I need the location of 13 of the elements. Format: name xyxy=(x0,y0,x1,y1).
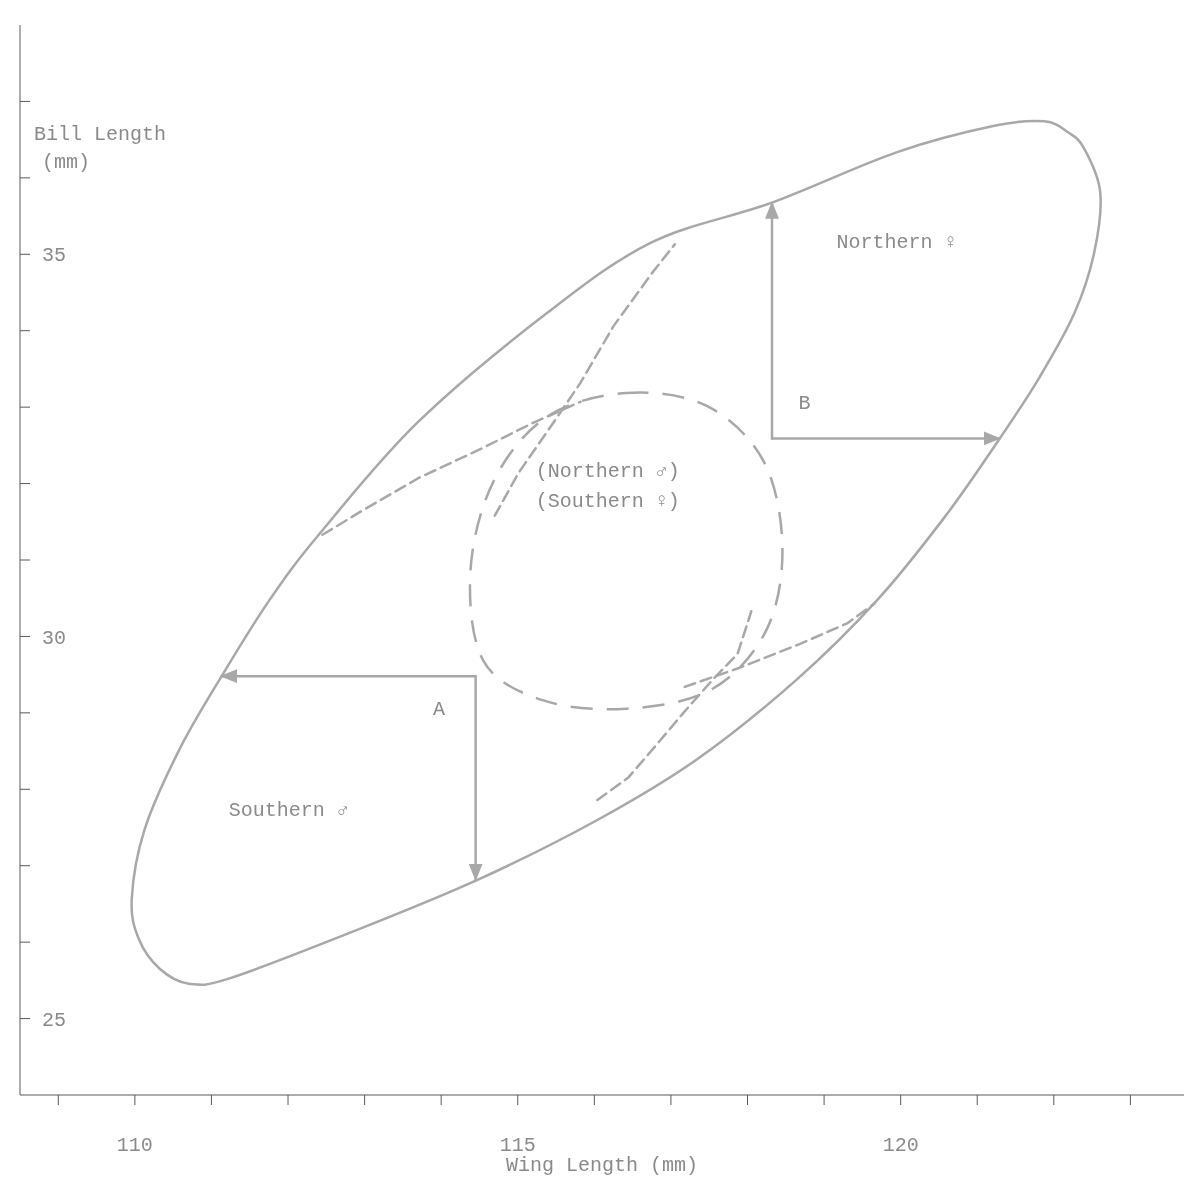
x-axis-title: Wing Length (mm) xyxy=(505,1154,699,1177)
annotation: (Southern ♀) xyxy=(535,489,680,513)
annotation: (Northern ♂) xyxy=(535,459,680,483)
y-axis-title: Bill Length (mm) xyxy=(34,123,167,174)
annotation: B xyxy=(798,392,811,416)
y-tick-label: 35 xyxy=(42,244,67,268)
x-tick-label: 120 xyxy=(882,1134,919,1158)
annotation: Southern ♂ xyxy=(228,798,349,822)
annotation: A xyxy=(433,698,446,722)
x-tick-label: 110 xyxy=(116,1134,153,1158)
y-tick-label: 30 xyxy=(42,626,67,650)
annotation: Northern ♀ xyxy=(836,230,957,254)
y-tick-label: 25 xyxy=(42,1008,67,1032)
